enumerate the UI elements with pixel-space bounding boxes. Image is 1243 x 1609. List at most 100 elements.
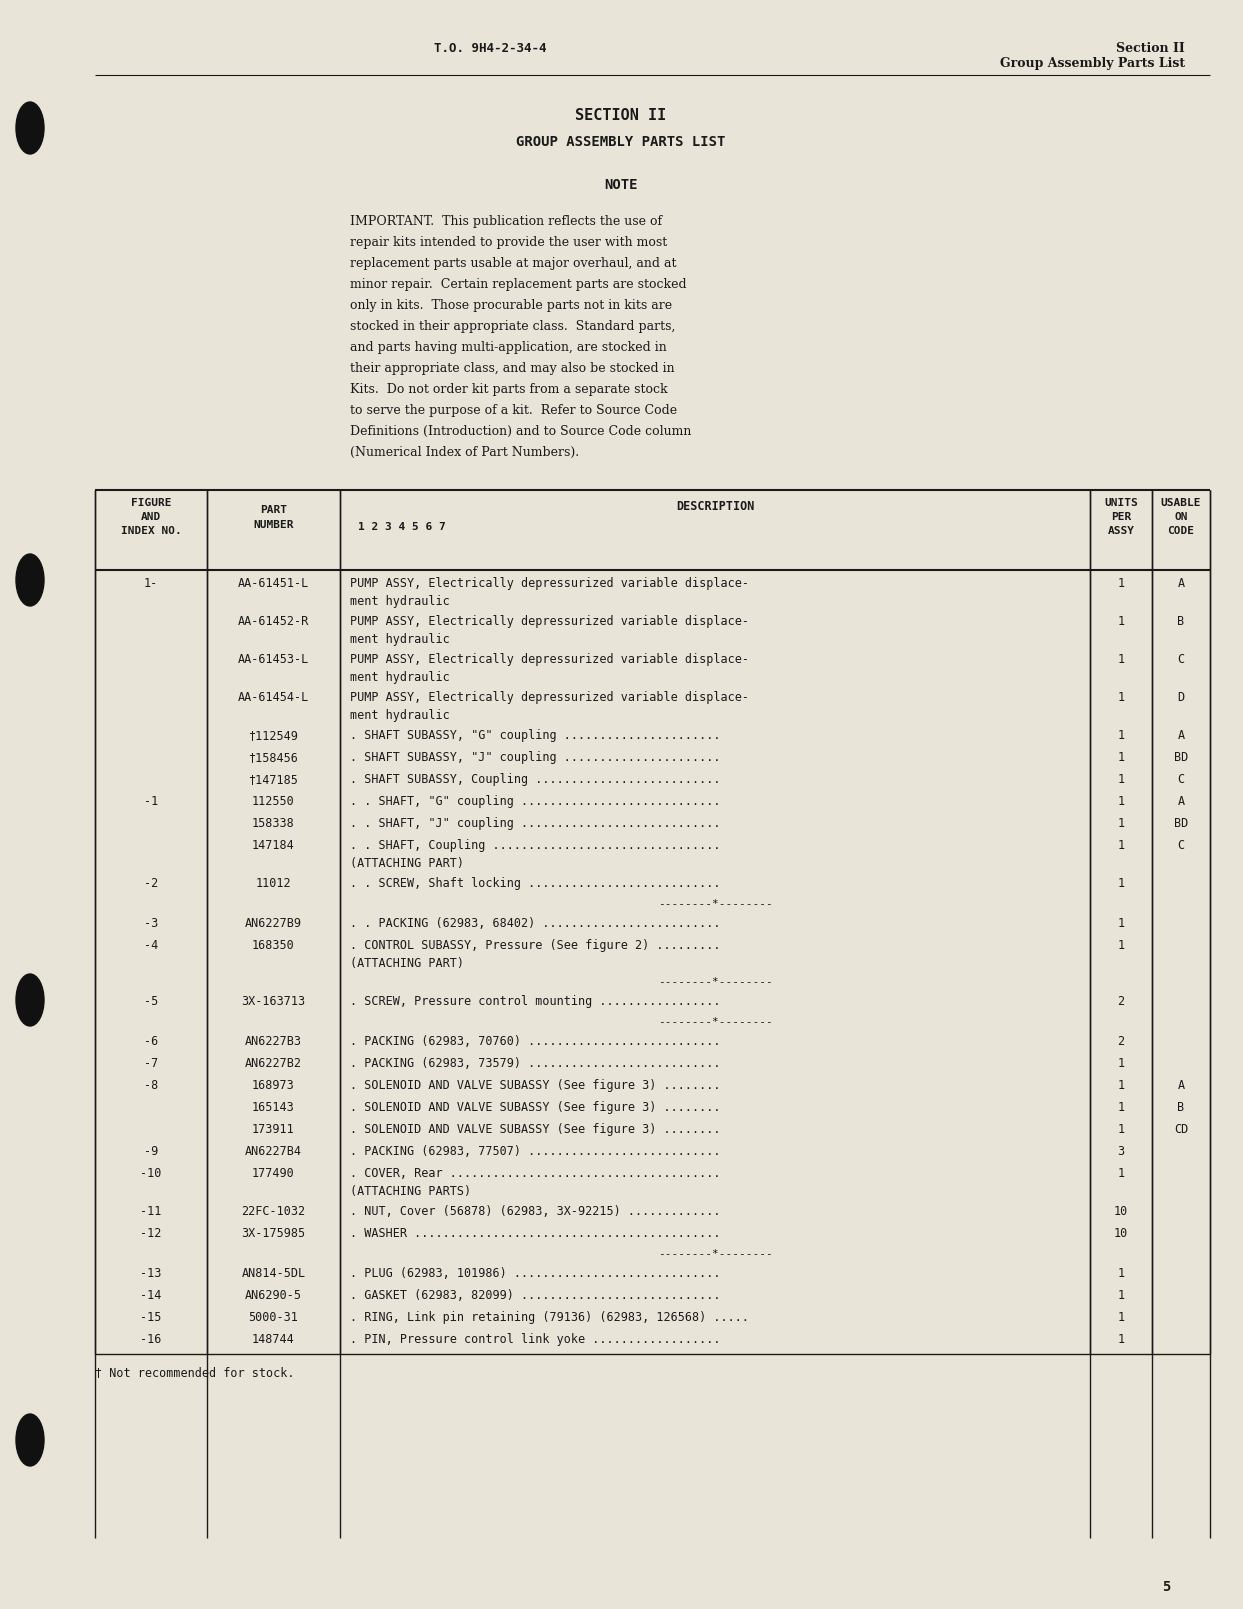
Text: 1 2 3 4 5 6 7: 1 2 3 4 5 6 7: [358, 521, 446, 533]
Text: †147185: †147185: [249, 772, 298, 787]
Text: 1: 1: [1117, 817, 1125, 830]
Text: Kits.  Do not order kit parts from a separate stock: Kits. Do not order kit parts from a sepa…: [351, 383, 667, 396]
Text: 3: 3: [1117, 1146, 1125, 1158]
Text: 1: 1: [1117, 1266, 1125, 1281]
Text: . RING, Link pin retaining (79136) (62983, 126568) .....: . RING, Link pin retaining (79136) (6298…: [351, 1311, 750, 1324]
Text: C: C: [1177, 838, 1185, 853]
Text: -16: -16: [140, 1332, 162, 1347]
Text: 1: 1: [1117, 1080, 1125, 1093]
Text: ment hydraulic: ment hydraulic: [351, 595, 450, 608]
Text: -6: -6: [144, 1035, 158, 1047]
Text: 5: 5: [1162, 1580, 1170, 1595]
Text: -8: -8: [144, 1080, 158, 1093]
Text: 10: 10: [1114, 1228, 1129, 1241]
Text: AN814-5DL: AN814-5DL: [241, 1266, 306, 1281]
Text: PUMP ASSY, Electrically depressurized variable displace-: PUMP ASSY, Electrically depressurized va…: [351, 615, 750, 628]
Text: . CONTROL SUBASSY, Pressure (See figure 2) .........: . CONTROL SUBASSY, Pressure (See figure …: [351, 940, 721, 953]
Text: -7: -7: [144, 1057, 158, 1070]
Text: AA-61452-R: AA-61452-R: [237, 615, 310, 628]
Text: 1: 1: [1117, 917, 1125, 930]
Text: 11012: 11012: [256, 877, 291, 890]
Text: . GASKET (62983, 82099) ............................: . GASKET (62983, 82099) ................…: [351, 1289, 721, 1302]
Text: BD: BD: [1173, 751, 1188, 764]
Text: . NUT, Cover (56878) (62983, 3X-92215) .............: . NUT, Cover (56878) (62983, 3X-92215) .…: [351, 1205, 721, 1218]
Text: AN6227B4: AN6227B4: [245, 1146, 302, 1158]
Text: replacement parts usable at major overhaul, and at: replacement parts usable at major overha…: [351, 257, 676, 270]
Text: . PIN, Pressure control link yoke ..................: . PIN, Pressure control link yoke ......…: [351, 1332, 721, 1347]
Text: INDEX NO.: INDEX NO.: [121, 526, 181, 536]
Text: AA-61451-L: AA-61451-L: [237, 578, 310, 591]
Text: (ATTACHING PARTS): (ATTACHING PARTS): [351, 1184, 471, 1199]
Text: 1: 1: [1117, 653, 1125, 666]
Text: ASSY: ASSY: [1108, 526, 1135, 536]
Text: 1: 1: [1117, 1101, 1125, 1113]
Text: -10: -10: [140, 1167, 162, 1179]
Text: 3X-175985: 3X-175985: [241, 1228, 306, 1241]
Text: 1: 1: [1117, 1311, 1125, 1324]
Text: -11: -11: [140, 1205, 162, 1218]
Text: . SHAFT SUBASSY, Coupling ..........................: . SHAFT SUBASSY, Coupling ..............…: [351, 772, 721, 787]
Text: . SOLENOID AND VALVE SUBASSY (See figure 3) ........: . SOLENOID AND VALVE SUBASSY (See figure…: [351, 1123, 721, 1136]
Text: 5000-31: 5000-31: [249, 1311, 298, 1324]
Text: PUMP ASSY, Electrically depressurized variable displace-: PUMP ASSY, Electrically depressurized va…: [351, 690, 750, 705]
Text: 177490: 177490: [252, 1167, 295, 1179]
Text: NUMBER: NUMBER: [254, 520, 293, 529]
Text: . . SHAFT, Coupling ................................: . . SHAFT, Coupling ....................…: [351, 838, 721, 853]
Text: 22FC-1032: 22FC-1032: [241, 1205, 306, 1218]
Text: USABLE: USABLE: [1161, 499, 1201, 508]
Text: -4: -4: [144, 940, 158, 953]
Text: . PLUG (62983, 101986) .............................: . PLUG (62983, 101986) .................…: [351, 1266, 721, 1281]
Text: †158456: †158456: [249, 751, 298, 764]
Text: 1: 1: [1117, 1289, 1125, 1302]
Text: B: B: [1177, 1101, 1185, 1113]
Text: ment hydraulic: ment hydraulic: [351, 632, 450, 645]
Ellipse shape: [16, 101, 44, 154]
Text: 1: 1: [1117, 877, 1125, 890]
Text: PUMP ASSY, Electrically depressurized variable displace-: PUMP ASSY, Electrically depressurized va…: [351, 578, 750, 591]
Text: repair kits intended to provide the user with most: repair kits intended to provide the user…: [351, 237, 667, 249]
Text: D: D: [1177, 690, 1185, 705]
Text: DESCRIPTION: DESCRIPTION: [676, 500, 755, 513]
Text: minor repair.  Certain replacement parts are stocked: minor repair. Certain replacement parts …: [351, 278, 686, 291]
Text: . WASHER ...........................................: . WASHER ...............................…: [351, 1228, 721, 1241]
Text: . PACKING (62983, 70760) ...........................: . PACKING (62983, 70760) ...............…: [351, 1035, 721, 1047]
Text: -2: -2: [144, 877, 158, 890]
Text: AN6227B3: AN6227B3: [245, 1035, 302, 1047]
Text: 1: 1: [1117, 578, 1125, 591]
Text: --------*--------: --------*--------: [658, 977, 772, 986]
Text: AA-61454-L: AA-61454-L: [237, 690, 310, 705]
Text: GROUP ASSEMBLY PARTS LIST: GROUP ASSEMBLY PARTS LIST: [516, 135, 726, 150]
Text: IMPORTANT.  This publication reflects the use of: IMPORTANT. This publication reflects the…: [351, 216, 663, 228]
Text: NOTE: NOTE: [604, 179, 638, 191]
Text: 168973: 168973: [252, 1080, 295, 1093]
Text: AND: AND: [140, 512, 162, 521]
Text: AN6227B9: AN6227B9: [245, 917, 302, 930]
Text: C: C: [1177, 653, 1185, 666]
Ellipse shape: [16, 973, 44, 1027]
Text: 3X-163713: 3X-163713: [241, 994, 306, 1007]
Text: only in kits.  Those procurable parts not in kits are: only in kits. Those procurable parts not…: [351, 299, 672, 312]
Text: PER: PER: [1111, 512, 1131, 521]
Text: -5: -5: [144, 994, 158, 1007]
Text: 168350: 168350: [252, 940, 295, 953]
Text: A: A: [1177, 795, 1185, 808]
Text: 1: 1: [1117, 795, 1125, 808]
Text: CD: CD: [1173, 1123, 1188, 1136]
Text: 1: 1: [1117, 1167, 1125, 1179]
Text: 1: 1: [1117, 615, 1125, 628]
Text: PART: PART: [260, 505, 287, 515]
Text: . PACKING (62983, 77507) ...........................: . PACKING (62983, 77507) ...............…: [351, 1146, 721, 1158]
Text: -13: -13: [140, 1266, 162, 1281]
Text: †112549: †112549: [249, 729, 298, 742]
Text: (Numerical Index of Part Numbers).: (Numerical Index of Part Numbers).: [351, 446, 579, 459]
Text: 1: 1: [1117, 729, 1125, 742]
Text: 147184: 147184: [252, 838, 295, 853]
Text: . . SCREW, Shaft locking ...........................: . . SCREW, Shaft locking ...............…: [351, 877, 721, 890]
Text: PUMP ASSY, Electrically depressurized variable displace-: PUMP ASSY, Electrically depressurized va…: [351, 653, 750, 666]
Text: --------*--------: --------*--------: [658, 1015, 772, 1027]
Text: AN6227B2: AN6227B2: [245, 1057, 302, 1070]
Text: A: A: [1177, 729, 1185, 742]
Text: 158338: 158338: [252, 817, 295, 830]
Text: Group Assembly Parts List: Group Assembly Parts List: [999, 56, 1185, 71]
Text: 1: 1: [1117, 690, 1125, 705]
